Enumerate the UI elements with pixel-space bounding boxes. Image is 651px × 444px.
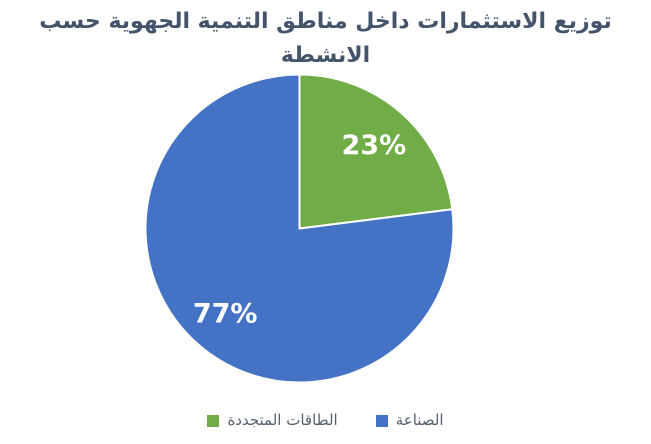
pie-chart: 23% 77%: [144, 73, 455, 384]
legend-item-industry[interactable]: الصناعة: [375, 411, 444, 430]
chart-legend: الطاقات المتجددة الصناعة: [0, 411, 651, 430]
pie-slice-1[interactable]: [144, 73, 455, 384]
legend-swatch-renewables-icon: [207, 414, 220, 427]
legend-label-renewables: الطاقات المتجددة: [227, 411, 338, 429]
legend-swatch-industry-icon: [375, 414, 388, 427]
chart-title: توزيع الاستثمارات داخل مناطق التنمية الج…: [39, 9, 612, 68]
pie-data-label: 23%: [342, 130, 407, 161]
legend-item-renewables[interactable]: الطاقات المتجددة: [207, 411, 338, 430]
pie-slice-0[interactable]: [298, 73, 454, 230]
legend-label-industry: الصناعة: [395, 411, 444, 429]
pie-data-label: 77%: [193, 299, 258, 330]
